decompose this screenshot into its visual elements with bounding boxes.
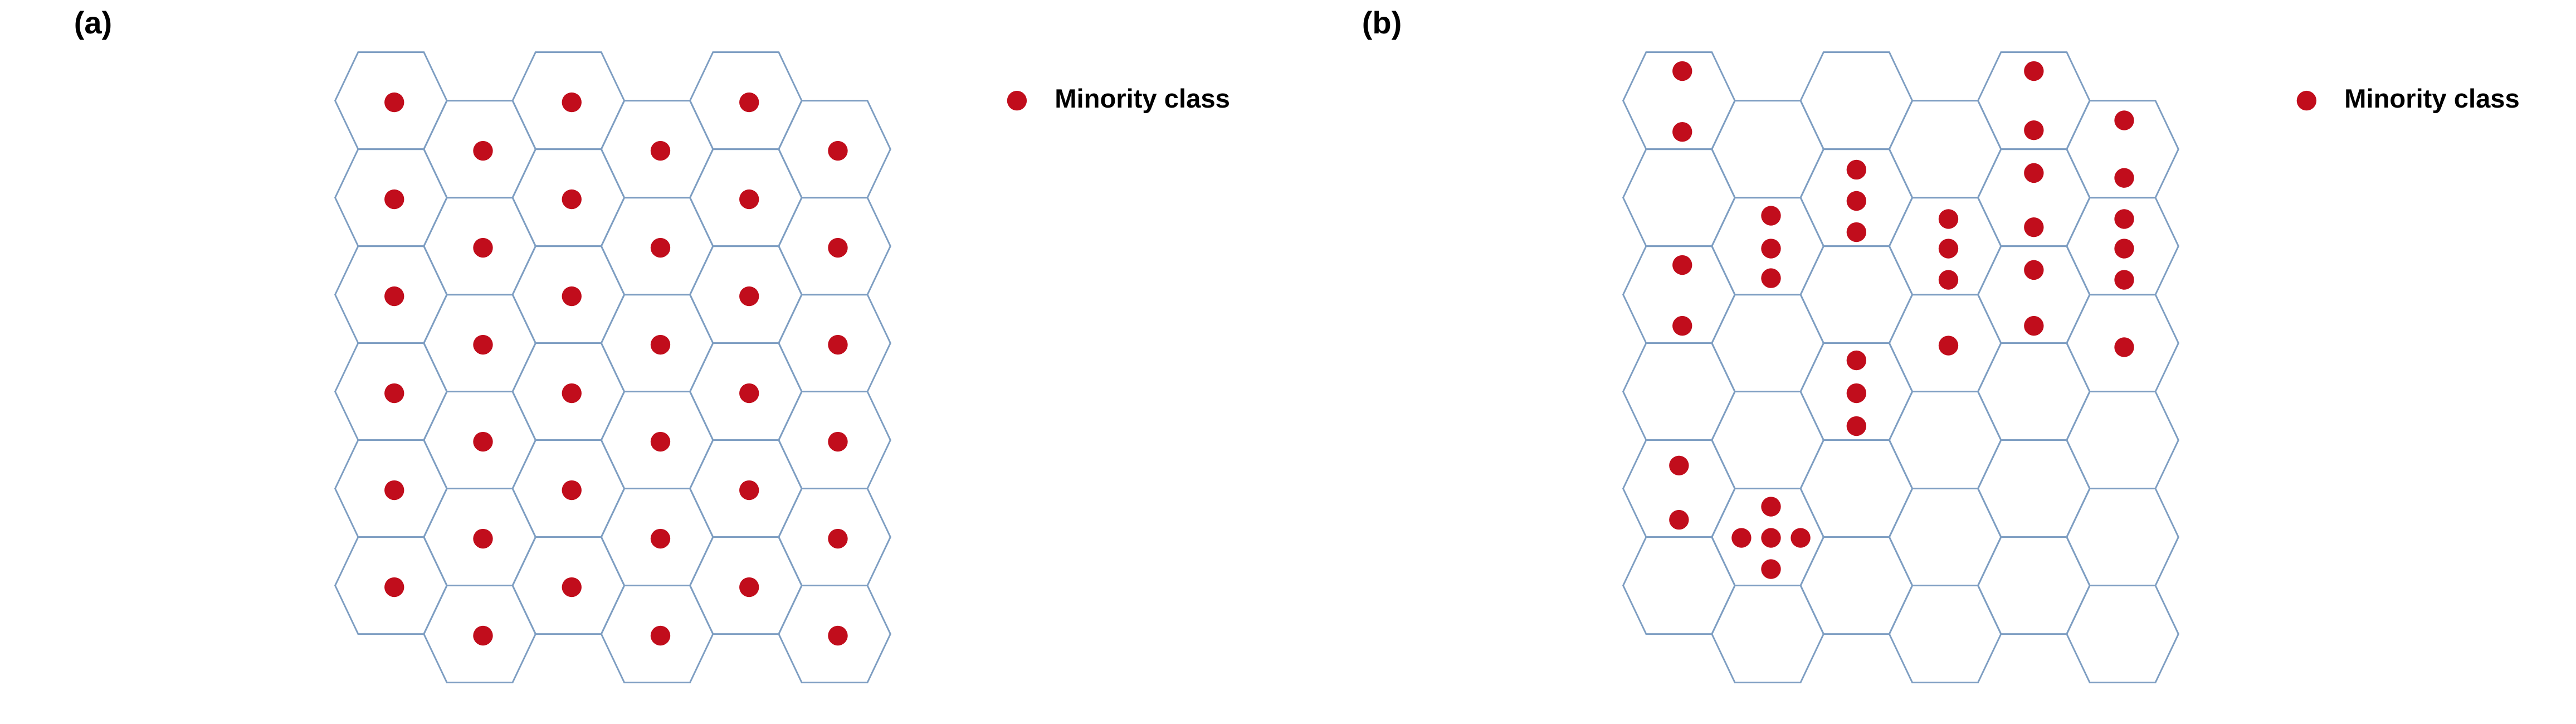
sample-dot (1761, 497, 1781, 517)
sample-dot (1846, 350, 1867, 371)
sample-dot (1790, 528, 1811, 548)
sample-dot (2024, 260, 2044, 280)
sample-dot (2114, 209, 2134, 229)
sample-dot (473, 140, 493, 161)
sample-dot (828, 140, 848, 161)
sample-dot (650, 431, 671, 452)
legend-marker (2296, 90, 2317, 111)
sample-dot (473, 334, 493, 355)
sample-dot (650, 625, 671, 646)
hex-cell (1622, 148, 1736, 247)
legend-text: Minority class (2344, 84, 2520, 113)
sample-dot (2114, 239, 2134, 259)
sample-dot (2024, 217, 2044, 237)
sample-dot (650, 528, 671, 549)
sample-dot (562, 480, 582, 501)
sample-dot (2024, 120, 2044, 140)
sample-dot (1672, 315, 1692, 336)
hex-cell (1622, 51, 1736, 150)
sample-dot (739, 383, 759, 404)
sample-dot (384, 286, 404, 307)
sample-dot (1938, 270, 1959, 290)
sample-dot (562, 383, 582, 404)
sample-dot (2114, 337, 2134, 357)
sample-dot (1938, 239, 1959, 259)
sample-dot (473, 431, 493, 452)
sample-dot (1761, 268, 1781, 288)
sample-dot (650, 237, 671, 258)
sample-dot (562, 577, 582, 597)
sample-dot (1846, 383, 1867, 404)
sample-dot (473, 528, 493, 549)
sample-dot (1938, 209, 1959, 229)
sample-dot (739, 480, 759, 501)
sample-dot (1846, 222, 1867, 242)
panel-b: (b) Minority class (1362, 5, 2520, 684)
sample-dot (384, 189, 404, 210)
sample-dot (562, 286, 582, 307)
sample-dot (828, 625, 848, 646)
sample-dot (384, 577, 404, 597)
sample-dot (473, 625, 493, 646)
sample-dot (2114, 110, 2134, 130)
sample-dot (2024, 61, 2044, 81)
sample-dot (739, 286, 759, 307)
panel-a: (a) Minority class (74, 5, 1230, 684)
panel-label: (a) (74, 5, 112, 40)
sample-dot (1761, 239, 1781, 259)
sample-dot (1672, 122, 1692, 142)
sample-dot (1669, 509, 1689, 530)
sample-dot (1761, 206, 1781, 226)
sample-dot (828, 334, 848, 355)
sample-dot (384, 480, 404, 501)
sample-dot (562, 189, 582, 210)
sample-dot (2114, 168, 2134, 188)
sample-dot (473, 237, 493, 258)
sample-dot (1731, 528, 1752, 548)
legend-text: Minority class (1055, 84, 1230, 113)
sample-dot (1672, 61, 1692, 81)
sample-dot (1761, 559, 1781, 579)
sample-dot (1669, 455, 1689, 475)
sample-dot (650, 334, 671, 355)
legend-marker (1007, 90, 1027, 111)
sample-dot (384, 383, 404, 404)
sample-dot (1938, 336, 1959, 356)
sample-dot (2024, 163, 2044, 183)
sample-dot (2024, 315, 2044, 336)
hex-cell (1622, 536, 1736, 635)
panel-label: (b) (1362, 5, 1402, 40)
sample-dot (562, 92, 582, 113)
sample-dot (1672, 255, 1692, 275)
sample-dot (1846, 191, 1867, 211)
sample-dot (650, 140, 671, 161)
hex-cell (334, 51, 448, 150)
sample-dot (384, 92, 404, 113)
sample-dot (828, 528, 848, 549)
sample-dot (1846, 159, 1867, 180)
sample-dot (1846, 416, 1867, 436)
hex-cell (1622, 342, 1736, 441)
sample-dot (828, 237, 848, 258)
sample-dot (1761, 528, 1781, 548)
sample-dot (739, 189, 759, 210)
sample-dot (2114, 270, 2134, 290)
sample-dot (828, 431, 848, 452)
sample-dot (739, 577, 759, 597)
sample-dot (739, 92, 759, 113)
